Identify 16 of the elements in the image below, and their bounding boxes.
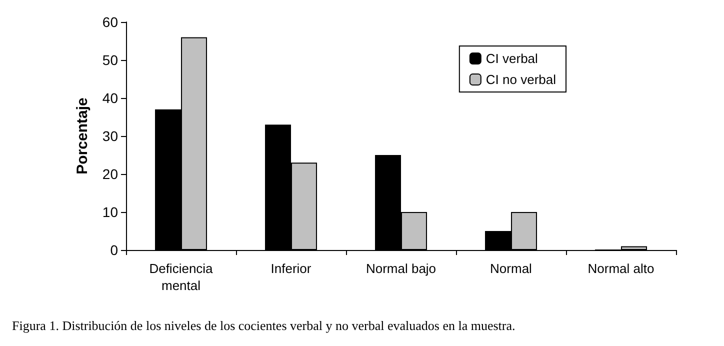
x-tick-label: Normal bajo [366, 261, 436, 276]
y-tick-label: 0 [110, 242, 118, 258]
y-tick-label: 20 [102, 166, 118, 182]
text: Figura 1. Distribución de los niveles de los cocientes verbal y no verbal evaluados en la muestra. [12, 318, 516, 333]
legend-label: CI no verbal [486, 72, 556, 87]
y-tick-label: 30 [102, 128, 118, 144]
x-tick-label: Inferior [270, 261, 312, 276]
x-tick-label: Deficiencia mental [149, 261, 214, 293]
y-tick-label: 50 [102, 52, 118, 68]
legend-label: CI verbal [486, 51, 538, 66]
y-tick-label: 60 [102, 14, 118, 30]
y-tick-label: 10 [102, 204, 118, 220]
y-tick-label: 40 [102, 90, 118, 106]
y-axis-title: Porcentaje [74, 98, 91, 174]
x-tick-label: Normal alto [588, 261, 654, 276]
x-tick-label: Normal [490, 261, 532, 276]
